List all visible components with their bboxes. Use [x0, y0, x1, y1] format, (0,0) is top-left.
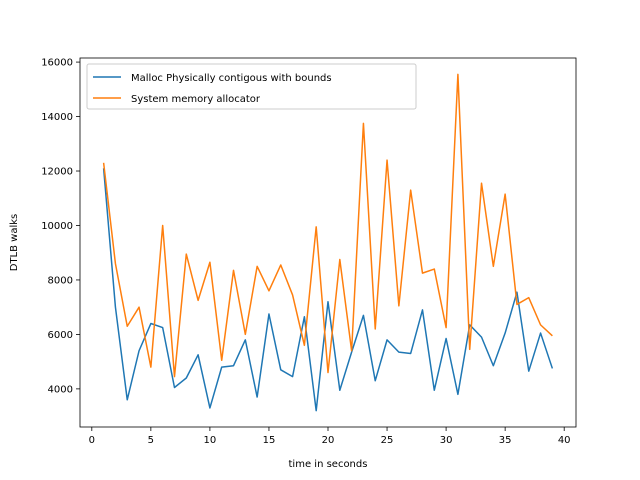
x-axis-label: time in seconds	[289, 459, 368, 470]
plot-frame	[79, 57, 577, 428]
x-tick-label: 40	[558, 435, 571, 446]
legend-box	[86, 63, 417, 110]
x-tick-label: 20	[322, 435, 335, 446]
y-axis-ticks: 4000 6000 8000 10000 12000 14000 16000	[41, 58, 80, 395]
x-tick-label: 30	[440, 435, 453, 446]
x-tick-label: 0	[89, 435, 95, 446]
y-tick-label: 14000	[41, 112, 73, 123]
legend-label-system-allocator: System memory allocator	[131, 94, 261, 105]
legend: Malloc Physically contigous with bounds …	[86, 63, 417, 110]
legend-label-malloc: Malloc Physically contigous with bounds	[131, 73, 332, 84]
y-tick-label: 6000	[48, 330, 73, 341]
y-tick-label: 10000	[41, 221, 73, 232]
y-tick-label: 12000	[41, 167, 73, 178]
x-tick-label: 15	[263, 435, 276, 446]
y-tick-label: 8000	[48, 275, 73, 286]
x-tick-label: 35	[499, 435, 512, 446]
series-layer	[102, 73, 554, 412]
x-axis-ticks: 0 5 10 15 20 25 30 35 40	[89, 427, 571, 446]
y-tick-label: 16000	[41, 58, 73, 69]
y-axis-label: DTLB walks	[9, 214, 20, 272]
x-tick-label: 25	[381, 435, 394, 446]
x-tick-label: 10	[204, 435, 217, 446]
y-tick-label: 4000	[48, 384, 73, 395]
x-tick-label: 5	[148, 435, 154, 446]
